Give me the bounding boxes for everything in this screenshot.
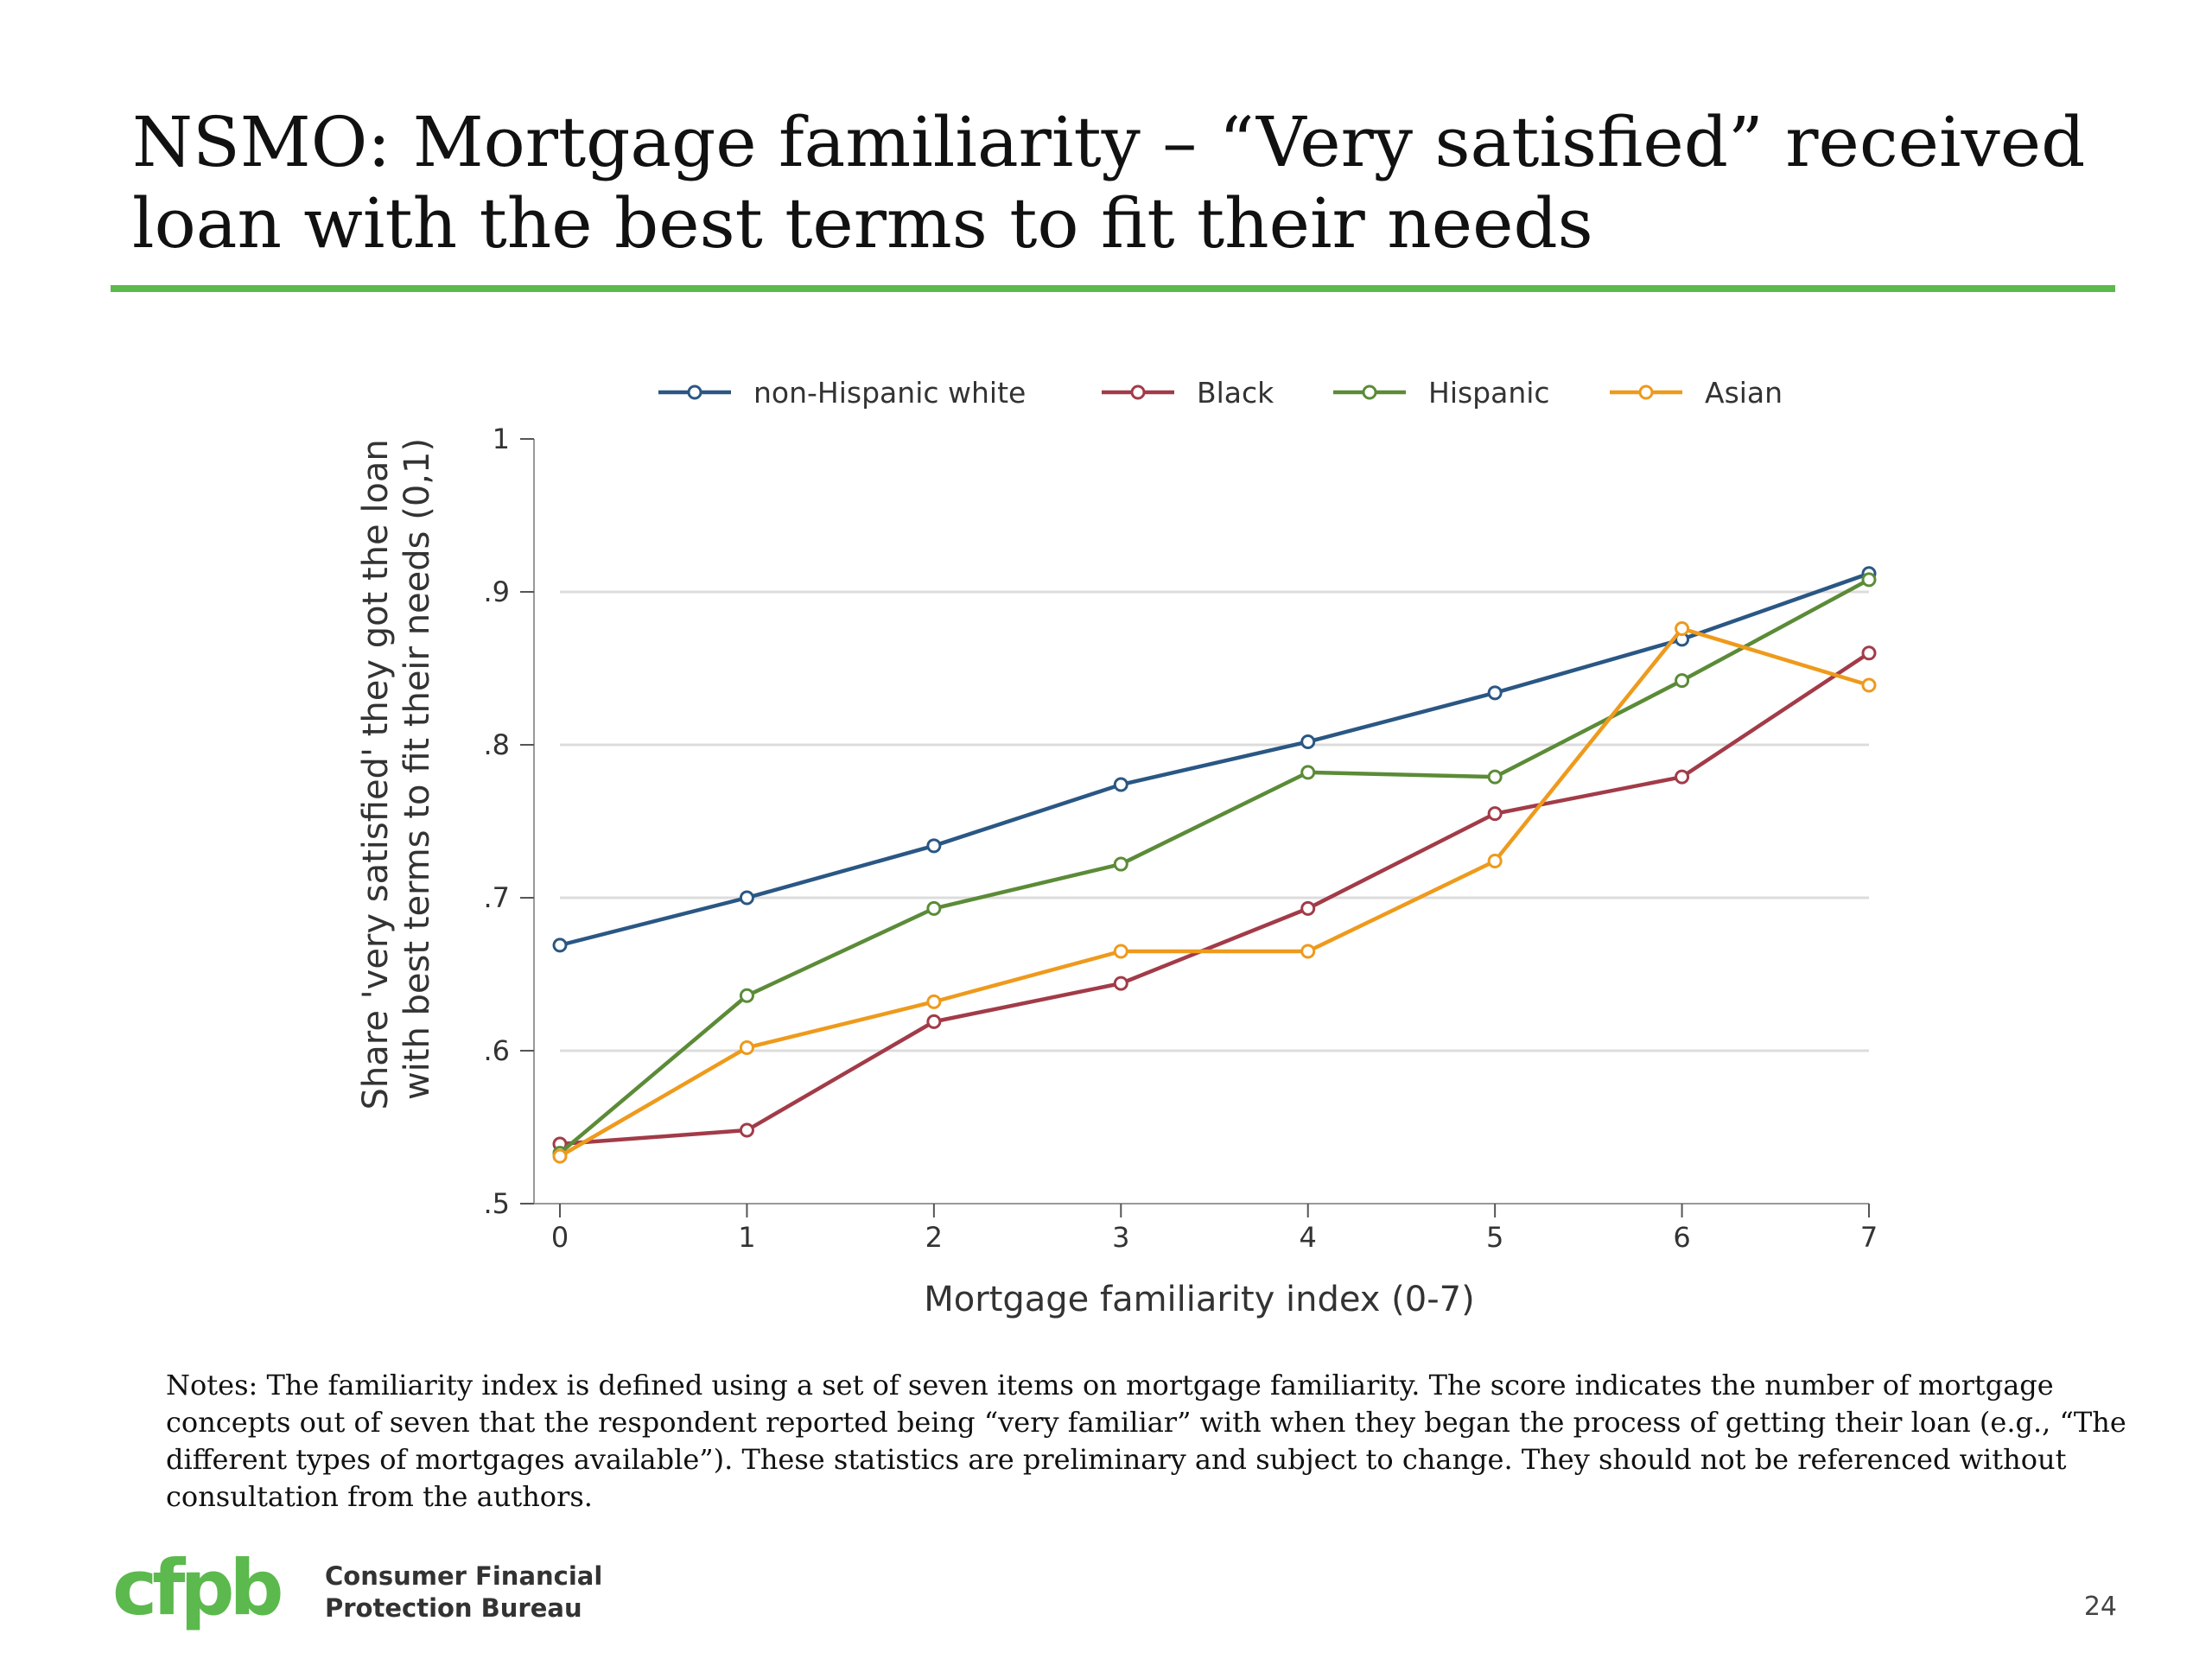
x-tick-label: 1 [738, 1221, 755, 1254]
series-lines [552, 566, 1877, 1164]
data-point [1487, 769, 1503, 785]
x-tick-label: 5 [1486, 1221, 1503, 1254]
y-tick-label: .8 [483, 728, 510, 761]
data-point [1113, 944, 1128, 959]
data-point [1300, 944, 1316, 959]
series-black [552, 645, 1877, 1152]
legend-marker [687, 385, 702, 400]
legend-label: non-Hispanic white [753, 376, 1026, 410]
line-chart: .5 .6 .7 .8 .9 1 0 1 2 3 4 5 6 7 non-Hispanic white Bl… [356, 376, 1878, 1319]
agency-name-line1: Consumer Financial [325, 1561, 603, 1591]
data-point [1861, 645, 1877, 661]
series-line [558, 626, 1870, 1159]
data-point [1113, 777, 1128, 792]
x-tick-label: 7 [1860, 1221, 1878, 1254]
y-tick-label: 1 [493, 423, 510, 455]
y-tick-label: .9 [483, 575, 510, 608]
y-axis-label-line1: Share 'very satisfied' they got the loan [356, 439, 396, 1109]
data-point [1675, 673, 1690, 689]
data-point [739, 1039, 754, 1055]
x-tick-label: 3 [1112, 1221, 1129, 1254]
series-hispanic [552, 572, 1877, 1161]
data-point [739, 1122, 754, 1138]
legend-label: Hispanic [1428, 376, 1550, 410]
chart-notes: Notes: The familiarity index is defined … [166, 1369, 2126, 1513]
legend-marker [1362, 385, 1377, 400]
legend-item: Black [1102, 376, 1274, 410]
legend-label: Black [1197, 376, 1274, 410]
data-point [1861, 677, 1877, 693]
data-point [739, 988, 754, 1003]
y-tick-label: .5 [483, 1187, 510, 1220]
series-non-hispanic-white [552, 566, 1877, 953]
agency-name-line2: Protection Bureau [325, 1593, 582, 1623]
legend-item: Hispanic [1333, 376, 1550, 410]
agency-name: Consumer Financial Protection Bureau [325, 1560, 602, 1624]
grid-lines [560, 590, 1869, 1052]
data-point [552, 1148, 568, 1164]
page-number: 24 [2083, 1592, 2117, 1622]
data-point [739, 890, 754, 906]
x-tick-label: 4 [1300, 1221, 1317, 1254]
data-point [552, 938, 568, 953]
x-axis-label: Mortgage familiarity index (0-7) [924, 1280, 1474, 1319]
y-axis-label: Share 'very satisfied' they got the loan… [356, 429, 437, 1110]
title-divider [111, 285, 2115, 292]
y-tick-label: .7 [483, 881, 510, 914]
data-point [926, 1014, 942, 1029]
legend-item: Asian [1610, 376, 1783, 410]
data-point [1487, 806, 1503, 822]
series-line [559, 651, 1871, 1147]
y-tick-label: .6 [483, 1034, 510, 1067]
data-point [1113, 976, 1128, 991]
data-point [1300, 900, 1316, 916]
data-point [926, 900, 942, 916]
legend-marker [1130, 385, 1146, 400]
axes: .5 .6 .7 .8 .9 1 0 1 2 3 4 5 6 7 [483, 423, 1878, 1254]
series-line [559, 571, 1870, 948]
data-point [1487, 854, 1503, 869]
x-tick-label: 0 [551, 1221, 569, 1254]
data-point [926, 994, 942, 1009]
legend-marker [1638, 385, 1654, 400]
series-asian [552, 620, 1877, 1164]
data-point [1675, 769, 1690, 785]
legend: non-Hispanic white Black Hispanic Asian [658, 376, 1783, 410]
cfpb-logo-mark: cfpb [112, 1552, 281, 1632]
data-point [1300, 734, 1316, 749]
data-point [926, 838, 942, 854]
data-point [1861, 572, 1877, 588]
data-point [1113, 856, 1128, 872]
legend-label: Asian [1705, 376, 1783, 410]
data-point [1300, 765, 1316, 780]
series-line [558, 577, 1871, 1155]
y-axis-label-line2: with best terms to fit their needs (0,1) [397, 438, 437, 1100]
x-tick-label: 2 [925, 1221, 943, 1254]
x-tick-label: 6 [1673, 1221, 1690, 1254]
data-point [1487, 685, 1503, 701]
legend-item: non-Hispanic white [658, 376, 1026, 410]
slide-title: NSMO: Mortgage familiarity – “Very satis… [132, 102, 2086, 264]
cfpb-logo: cfpb [112, 1552, 286, 1632]
data-point [1675, 620, 1690, 636]
